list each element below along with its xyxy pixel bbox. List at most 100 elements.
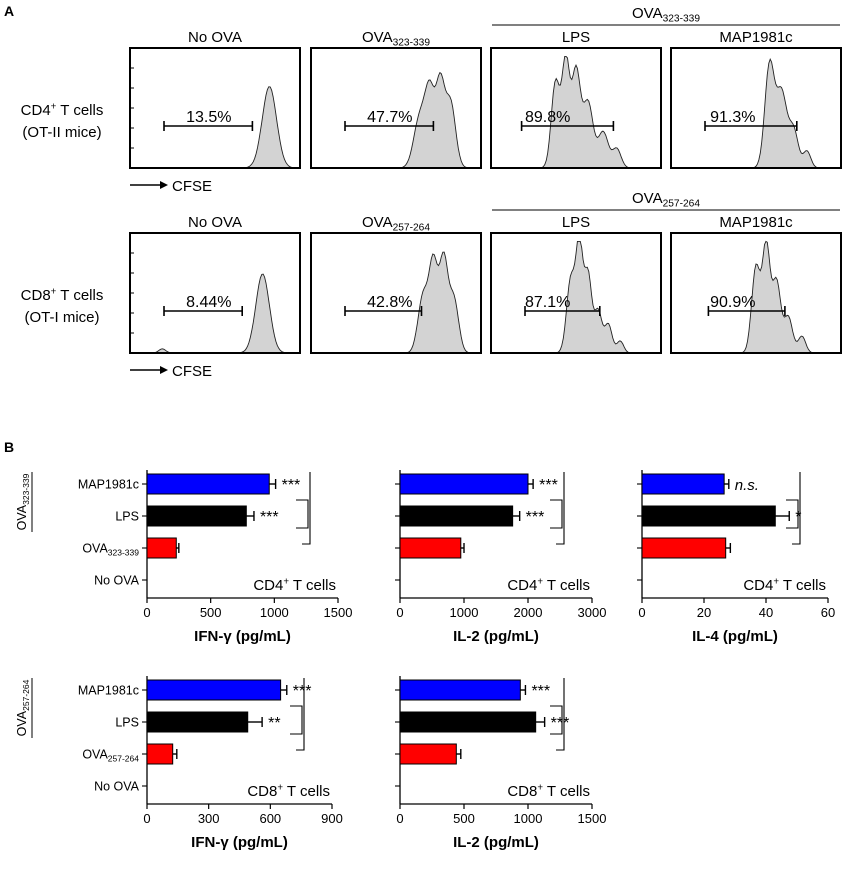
bracket-outer [792, 472, 801, 545]
bracket-inner [290, 705, 303, 735]
x-axis-label: IL-2 (pg/mL) [453, 628, 539, 645]
gate-percent: 8.44% [186, 294, 231, 311]
bracket-outer [556, 678, 565, 751]
bar [146, 679, 282, 701]
x-tick-label: 3000 [578, 605, 607, 620]
bar [641, 537, 727, 559]
significance-label: ** [268, 715, 280, 732]
bar-charts: 0 500 1000 1500 IFN-γ (pg/mL) MAP1981c *** LPS *… [15, 470, 835, 851]
x-tick-label: 2000 [514, 605, 543, 620]
x-tick-label: 0 [638, 605, 645, 620]
cfse-arrowhead [160, 181, 168, 189]
gate-percent: 47.7% [367, 109, 412, 126]
gate-percent: 42.8% [367, 294, 412, 311]
x-tick-label: 0 [396, 605, 403, 620]
bracket-outer [556, 472, 565, 545]
x-tick-label: 0 [396, 811, 403, 826]
x-axis-label: IFN-γ (pg/mL) [194, 628, 291, 645]
bar-chart-1: 0 500 1000 1500 IFN-γ (pg/mL) MAP1981c *** LPS *… [15, 470, 352, 645]
cfse-label: CFSE [172, 363, 212, 380]
x-tick-label: 1000 [260, 605, 289, 620]
cell-type-label: CD8+ T cells [507, 782, 590, 800]
group-label: OVA323-339 [632, 5, 700, 24]
panel-header: OVA257-264 [362, 214, 430, 233]
bracket-outer [296, 678, 305, 751]
significance-label: *** [551, 715, 570, 732]
category-label: MAP1981c [78, 684, 139, 698]
panel-header: No OVA [188, 29, 242, 46]
panel-a-label: A [4, 3, 14, 19]
bar-chart-2: 0 1000 2000 3000 IL-2 (pg/mL) *** *** CD4+ T ce… [395, 470, 606, 645]
bar [399, 537, 462, 559]
significance-label: *** [539, 477, 558, 494]
histogram-curve [671, 58, 841, 169]
bar [146, 505, 247, 527]
panel-b-label: B [4, 439, 14, 455]
category-label: OVA257-264 [82, 748, 139, 764]
significance-label: *** [282, 477, 301, 494]
x-tick-label: 60 [821, 605, 835, 620]
bar [399, 473, 529, 495]
bar-chart-5: 0 500 1000 1500 IL-2 (pg/mL) ****** CD8+ T cel… [395, 676, 606, 851]
category-label: No OVA [94, 574, 140, 588]
group-vertical-label: OVA323-339 [15, 473, 31, 530]
gate-percent: 13.5% [186, 109, 231, 126]
x-tick-label: 1000 [450, 605, 479, 620]
histogram-curve [491, 240, 661, 354]
gate-percent: 87.1% [525, 294, 570, 311]
histogram-frame [310, 232, 482, 354]
bar [146, 711, 249, 733]
x-tick-label: 1500 [324, 605, 353, 620]
category-label: No OVA [94, 780, 140, 794]
category-label: LPS [115, 716, 139, 730]
significance-label: n.s. [735, 477, 759, 494]
histogram-curve [130, 273, 300, 354]
significance-label: *** [531, 683, 550, 700]
bar [399, 505, 514, 527]
bar [399, 743, 457, 765]
bar [146, 537, 177, 559]
significance-label: *** [526, 509, 545, 526]
bar [641, 473, 725, 495]
x-axis-label: IL-4 (pg/mL) [692, 628, 778, 645]
category-label: LPS [115, 510, 139, 524]
cell-type-label: CD4+ T cells [743, 576, 826, 594]
histogram-frame [490, 232, 662, 354]
histogram-curve [130, 86, 300, 169]
bracket-inner [296, 499, 309, 529]
x-tick-label: 0 [143, 811, 150, 826]
histogram-frame [670, 47, 842, 169]
histogram-curve [491, 55, 661, 169]
cell-type-label: CD4+ T cells [507, 576, 590, 594]
x-tick-label: 300 [198, 811, 220, 826]
category-label: OVA323-339 [82, 542, 139, 558]
x-tick-label: 500 [200, 605, 222, 620]
bar [641, 505, 776, 527]
x-tick-label: 500 [453, 811, 475, 826]
histogram-frame [310, 47, 482, 169]
bar [399, 711, 537, 733]
bar [146, 743, 174, 765]
row-label: CD8+ T cells [21, 286, 104, 304]
x-axis-label: IL-2 (pg/mL) [453, 834, 539, 851]
x-tick-label: 0 [143, 605, 150, 620]
bar-chart-4: 0 300 600 900 IFN-γ (pg/mL) MAP1981c *** LPS ** O… [15, 676, 343, 851]
significance-label: *** [260, 509, 279, 526]
bracket-inner [550, 499, 563, 529]
bracket-outer [302, 472, 311, 545]
x-tick-label: 900 [321, 811, 343, 826]
panel-header: MAP1981c [719, 214, 793, 231]
cell-type-label: CD8+ T cells [247, 782, 330, 800]
histogram-frame [490, 47, 662, 169]
significance-label: *** [293, 683, 312, 700]
x-tick-label: 600 [259, 811, 281, 826]
x-tick-label: 1000 [514, 811, 543, 826]
gate-percent: 90.9% [710, 294, 755, 311]
panel-header: LPS [562, 29, 590, 46]
x-tick-label: 20 [697, 605, 711, 620]
row-label-sub: (OT-II mice) [22, 124, 101, 141]
gate-percent: 89.8% [525, 109, 570, 126]
panel-header: LPS [562, 214, 590, 231]
histogram-curve [671, 240, 841, 354]
